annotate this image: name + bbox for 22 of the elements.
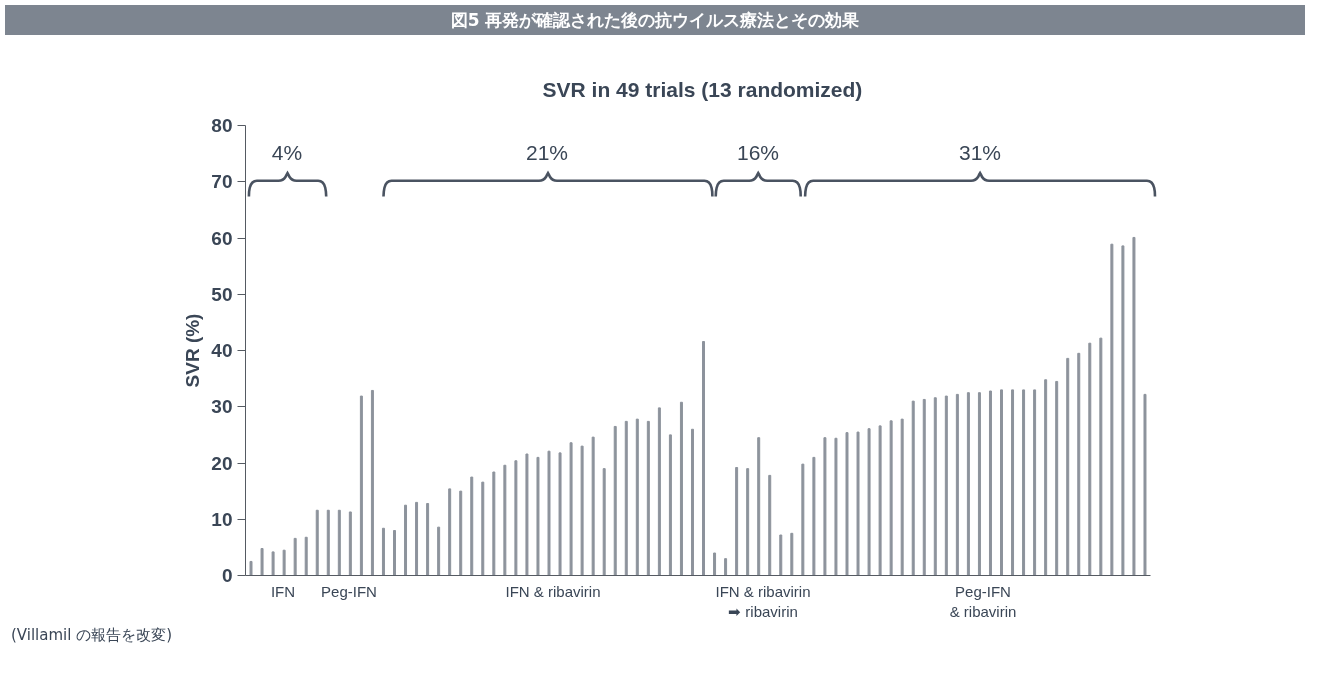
- y-tick-label: 80: [211, 115, 233, 136]
- y-tick-label: 70: [211, 171, 233, 193]
- text: Peg-IFN & ribavirin: [948, 582, 1018, 621]
- y-tick-label: 60: [211, 227, 233, 249]
- annotation: 31%: [958, 140, 1002, 166]
- text: IFN: [270, 583, 296, 600]
- y-tick-label: 20: [211, 452, 233, 474]
- text: (Villamil の報告を改変): [11, 625, 173, 646]
- y-tick-label: 30: [211, 396, 233, 418]
- chart-title: 図5 再発が確認された後の抗ウイルス療法とその効果: [450, 9, 860, 32]
- text: Peg-IFN: [321, 583, 377, 600]
- y-axis-title: SVR (%): [182, 313, 204, 388]
- chart-subtitle: SVR in 49 trials (13 randomized): [541, 77, 864, 103]
- annotation: 16%: [736, 140, 780, 166]
- y-tick-label: 50: [211, 283, 233, 305]
- y-tick-label: 10: [211, 508, 233, 530]
- y-tick-label: 40: [211, 340, 233, 361]
- y-tick-label: 0: [221, 565, 233, 586]
- text: IFN & ribavirin: [504, 582, 602, 602]
- annotation: 21%: [525, 140, 569, 166]
- annotation: 4%: [270, 140, 304, 166]
- text: IFN & ribavirin ➡ ribavirin: [714, 582, 812, 621]
